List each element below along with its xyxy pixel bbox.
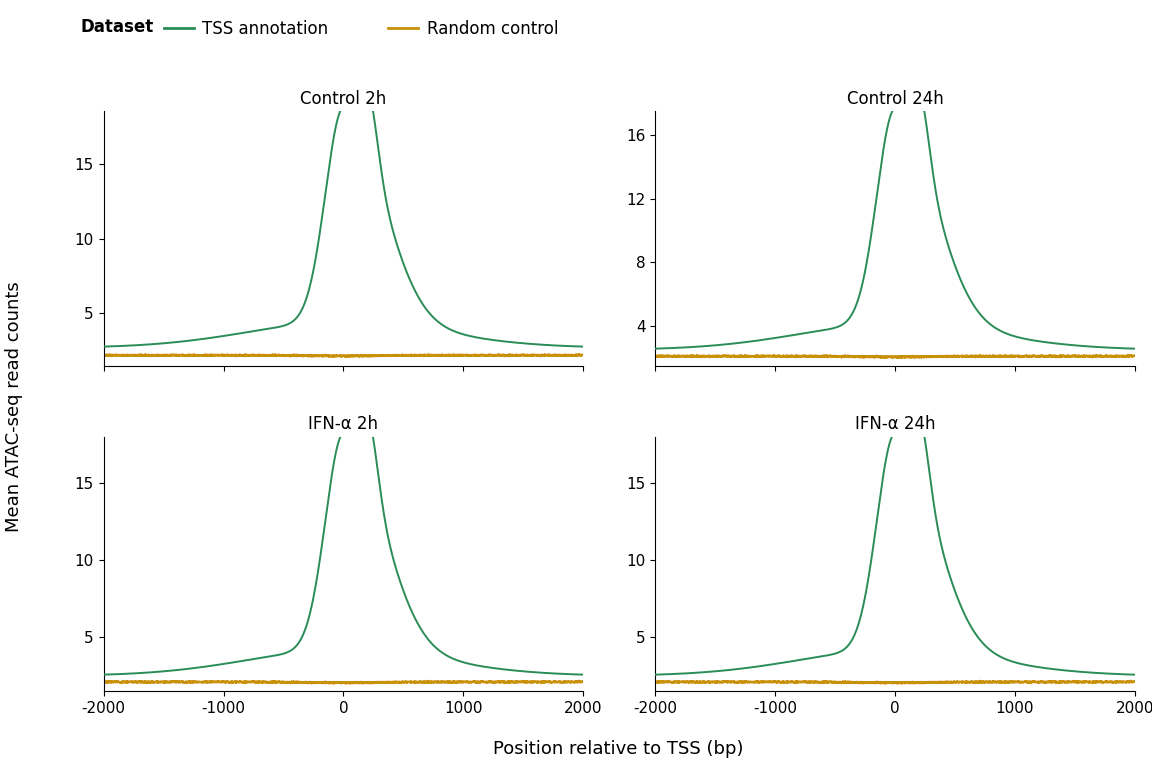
Text: IFN-α 24h: IFN-α 24h bbox=[855, 415, 935, 433]
Text: Mean ATAC-seq read counts: Mean ATAC-seq read counts bbox=[5, 282, 23, 532]
Text: Position relative to TSS (bp): Position relative to TSS (bp) bbox=[493, 740, 744, 758]
Text: Dataset: Dataset bbox=[81, 18, 154, 36]
Legend: TSS annotation: TSS annotation bbox=[164, 20, 328, 38]
Text: Control 2h: Control 2h bbox=[301, 90, 387, 108]
Text: Control 24h: Control 24h bbox=[847, 90, 943, 108]
Text: IFN-α 2h: IFN-α 2h bbox=[309, 415, 379, 433]
Legend: Random control: Random control bbox=[388, 20, 559, 38]
